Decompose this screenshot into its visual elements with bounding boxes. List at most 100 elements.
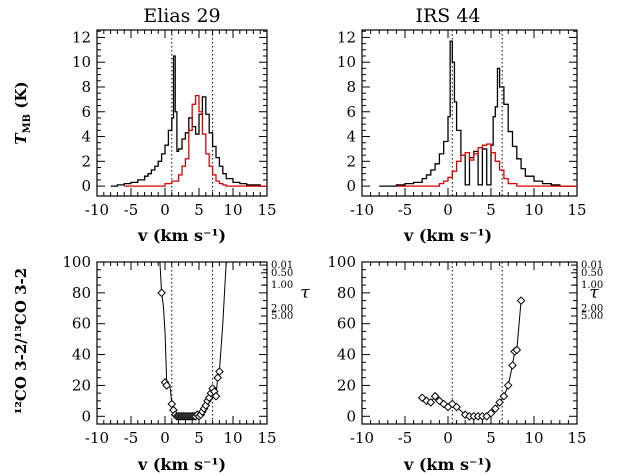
tau-axis-label: τ	[300, 283, 310, 303]
spectrum-line	[110, 55, 267, 187]
data-layer	[379, 40, 577, 187]
x-axis-label: v (km s⁻¹)	[137, 226, 226, 245]
spectrum-line	[124, 95, 267, 187]
ratio-point	[495, 398, 504, 407]
x-tick-label: 15	[257, 201, 276, 219]
y-tick-label: 0	[346, 177, 356, 195]
x-tick-label: 15	[257, 429, 276, 447]
y-tick-label: 40	[72, 346, 91, 364]
x-axis-label: v (km s⁻¹)	[403, 226, 492, 245]
ratio-point	[157, 288, 166, 298]
spectrum-line	[396, 143, 577, 187]
ratio-point	[452, 402, 461, 412]
y-tick-label: 100	[327, 253, 356, 271]
y-tick-label: 2	[81, 152, 91, 170]
ylabel-symbol: T	[12, 132, 30, 145]
x-tick-label: 10	[524, 201, 543, 219]
y-tick-label: 100	[62, 253, 91, 271]
x-tick-label: -5	[124, 201, 139, 219]
panel-title: IRS 44	[415, 5, 480, 27]
spectrum-line	[379, 40, 577, 187]
ratio-curve	[159, 262, 228, 417]
ratio-point	[516, 296, 526, 305]
tau-tick-label: 2.00	[271, 303, 293, 314]
tau-tick-label: 5.00	[581, 311, 603, 322]
tau-axis-label: τ	[589, 283, 599, 303]
y-axis-label: TMB (K)	[12, 81, 33, 144]
ylabel-subscript: MB	[22, 114, 33, 134]
ratio-point	[447, 399, 457, 409]
axes-frame	[96, 261, 268, 425]
x-tick-label: -10	[85, 429, 109, 447]
x-tick-label: -10	[85, 201, 109, 219]
tau-tick-label: 0.50	[581, 268, 603, 279]
ratio-point	[499, 391, 509, 401]
tau-tick-label: 1.00	[271, 280, 293, 291]
tau-tick-label: 2.00	[581, 303, 603, 314]
axes-frame	[96, 29, 268, 197]
ratio-point	[213, 373, 223, 383]
ratio-point	[503, 381, 513, 390]
y-tick-label: 2	[346, 152, 356, 170]
data-layer	[417, 296, 526, 421]
ratio-point	[430, 391, 440, 401]
ratio-point	[508, 361, 517, 370]
x-tick-label: 0	[160, 429, 170, 447]
y-tick-label: 80	[337, 284, 356, 302]
y-tick-label: 4	[346, 128, 356, 146]
x-tick-label: -5	[398, 429, 413, 447]
y-tick-label: 8	[81, 78, 91, 96]
y-tick-label: 8	[346, 78, 356, 96]
ratio-point	[215, 367, 224, 376]
ratio-point	[162, 381, 172, 390]
y-tick-label: 80	[72, 284, 91, 302]
y-tick-label: 12	[72, 28, 91, 46]
x-tick-label: 0	[443, 201, 453, 219]
y-tick-label: 10	[72, 53, 91, 71]
ratio-point	[439, 399, 449, 409]
x-tick-label: 10	[223, 201, 242, 219]
x-tick-label: 10	[524, 429, 543, 447]
plot-area: -10 -5 0 5 10 15 0 20 40 60 80 100 0.010.501.00 2.005…	[62, 253, 293, 447]
plot-area: -10 -5 0 5 10 15 0 2 4 6 8 10 12	[72, 28, 277, 219]
y-axis-label: ¹²CO 3-2/¹³CO 3-2	[12, 268, 30, 414]
y-tick-label: 10	[337, 53, 356, 71]
x-tick-label: -5	[124, 429, 139, 447]
data-layer	[110, 55, 267, 187]
x-tick-label: 5	[486, 201, 496, 219]
y-tick-label: 6	[81, 103, 91, 121]
data-layer	[157, 262, 228, 421]
x-tick-label: 5	[194, 429, 204, 447]
ratio-point	[486, 408, 496, 418]
x-tick-label: -5	[398, 201, 413, 219]
y-tick-label: 4	[81, 128, 91, 146]
plot-area: -10 -5 0 5 10 15 0 20 40 60 80 100 0.010.501.00 2.005…	[327, 253, 603, 447]
ratio-point	[426, 398, 436, 407]
x-tick-label: -10	[350, 201, 374, 219]
y-tick-label: 0	[81, 177, 91, 195]
y-tick-label: 20	[337, 376, 356, 394]
x-tick-label: 15	[567, 201, 586, 219]
y-tick-label: 60	[72, 315, 91, 333]
x-tick-label: 5	[194, 201, 204, 219]
y-tick-label: 12	[337, 28, 356, 46]
x-tick-label: 0	[160, 201, 170, 219]
panel-title: Elias 29	[143, 5, 220, 27]
ratio-point	[211, 391, 221, 401]
plot-area: -10 -5 0 5 10 15 0 2 4 6 8 10 12	[337, 28, 587, 219]
panel-irs44-ratio: v (km s⁻¹) τ -10 -5 0 5 10 15 0 20 40 60 80 100 0.01…	[327, 253, 603, 474]
axes-frame	[361, 261, 578, 425]
axes-frame	[361, 29, 578, 197]
tau-tick-label: 0.01	[581, 260, 603, 271]
y-tick-label: 20	[72, 376, 91, 394]
x-axis-label: v (km s⁻¹)	[403, 455, 492, 474]
y-tick-label: 40	[337, 346, 356, 364]
x-tick-label: 0	[443, 429, 453, 447]
tau-tick-label: 0.50	[271, 268, 293, 279]
ratio-point	[512, 345, 522, 355]
y-tick-label: 0	[346, 407, 356, 425]
y-tick-label: 6	[346, 103, 356, 121]
ratio-point	[167, 399, 177, 409]
x-tick-label: -10	[350, 429, 374, 447]
